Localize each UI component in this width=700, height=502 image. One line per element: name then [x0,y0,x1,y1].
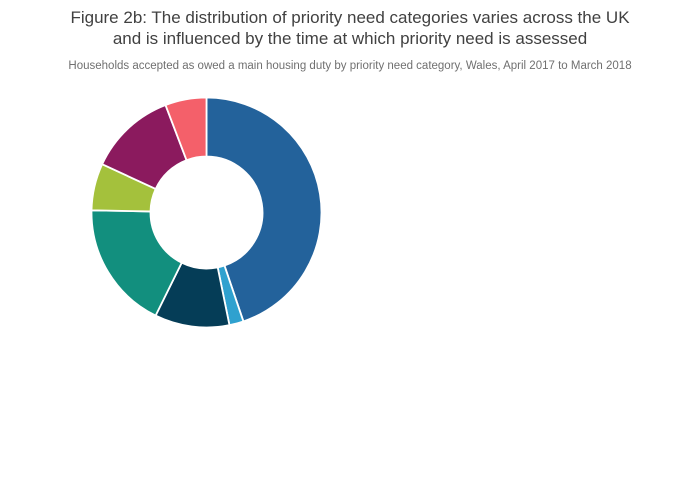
figure-title: Figure 2b: The distribution of priority … [20,0,680,49]
donut-segment-7-coral-pink [164,96,208,162]
figure-title-line-2: and is influenced by the time at which p… [112,29,588,48]
figure-subtitle: Households accepted as owed a main housi… [68,60,632,72]
figure-title-line-1: Figure 2b: The distribution of priority … [70,8,630,27]
donut-segment-1-ocean-blue [205,96,323,323]
